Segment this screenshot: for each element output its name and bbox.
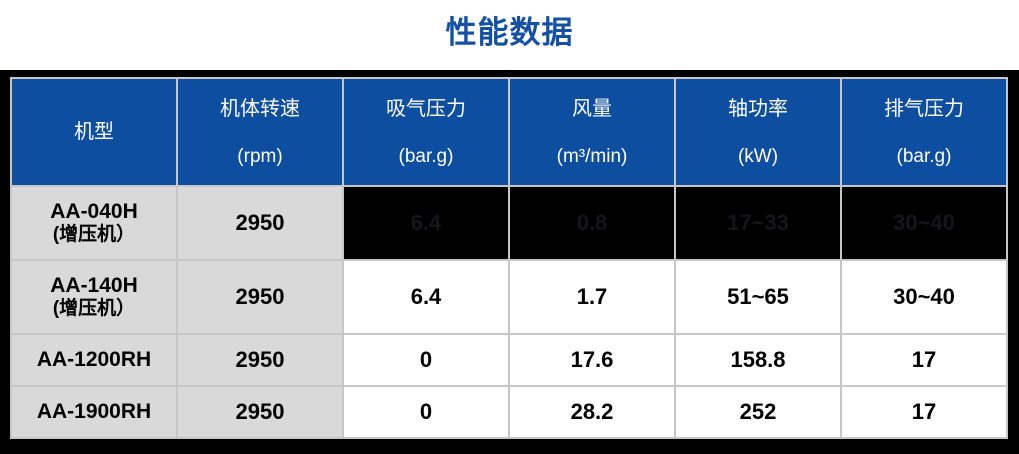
column-unit: (rpm) xyxy=(237,145,283,167)
value-cell-3-3: 17 xyxy=(840,385,1008,439)
table-row-1: AA-140H (增压机） 2950 6.4 1.7 51~65 30~40 xyxy=(10,259,1008,335)
column-label: 机体转速 xyxy=(220,97,300,120)
table-header-row: 机型 机体转速 (rpm) 吸气压力 (bar.g) 风量 (m³/min) 轴功率 (kW) 排… xyxy=(10,77,1008,187)
value-cell-2-2: 158.8 xyxy=(674,333,842,387)
value-cell-2-3: 17 xyxy=(840,333,1008,387)
value-cell-0-0: 6.4 xyxy=(342,185,510,261)
value-cell-1-3: 30~40 xyxy=(840,259,1008,335)
value-cell-2-0: 0 xyxy=(342,333,510,387)
model-name: AA-140H xyxy=(50,274,138,297)
value-cell-0-1: 0.8 xyxy=(508,185,676,261)
value-cell-3-0: 0 xyxy=(342,385,510,439)
column-header-1: 机体转速 (rpm) xyxy=(176,77,344,187)
model-cell: AA-1200RH xyxy=(10,333,178,387)
table-row-3: AA-1900RH 2950 0 28.2 252 17 xyxy=(10,385,1008,439)
performance-table: 机型 机体转速 (rpm) 吸气压力 (bar.g) 风量 (m³/min) 轴功率 (kW) 排… xyxy=(10,77,1008,439)
speed-cell: 2950 xyxy=(176,385,344,439)
value-cell-3-1: 28.2 xyxy=(508,385,676,439)
column-unit: (m³/min) xyxy=(556,145,628,167)
column-header-5: 排气压力 (bar.g) xyxy=(840,77,1008,187)
model-cell: AA-140H (增压机） xyxy=(10,259,178,335)
model-name: AA-040H xyxy=(50,200,138,223)
page-title: 性能数据 xyxy=(445,15,574,50)
column-header-4: 轴功率 (kW) xyxy=(674,77,842,187)
speed-cell: 2950 xyxy=(176,259,344,335)
column-header-3: 风量 (m³/min) xyxy=(508,77,676,187)
value-cell-1-1: 1.7 xyxy=(508,259,676,335)
model-note: (增压机） xyxy=(52,224,136,246)
column-label: 机型 xyxy=(74,121,114,143)
column-label: 轴功率 xyxy=(728,97,788,120)
value-cell-3-2: 252 xyxy=(674,385,842,439)
table-header: 机型 机体转速 (rpm) 吸气压力 (bar.g) 风量 (m³/min) 轴功率 (kW) 排… xyxy=(10,77,1008,187)
column-label: 吸气压力 xyxy=(386,97,466,120)
column-header-0: 机型 xyxy=(10,77,178,187)
table-body: AA-040H (增压机） 2950 6.4 0.8 17~33 30~40 AA-140H(… xyxy=(10,185,1008,439)
value-cell-0-3: 30~40 xyxy=(840,185,1008,261)
model-note: (增压机） xyxy=(52,298,136,320)
column-header-2: 吸气压力 (bar.g) xyxy=(342,77,510,187)
value-cell-2-1: 17.6 xyxy=(508,333,676,387)
column-unit: (kW) xyxy=(737,145,779,167)
column-unit: (bar.g) xyxy=(398,145,454,167)
column-unit: (bar.g) xyxy=(896,145,952,167)
model-name: AA-1900RH xyxy=(36,399,152,423)
speed-cell: 2950 xyxy=(176,333,344,387)
value-cell-1-0: 6.4 xyxy=(342,259,510,335)
column-label: 风量 xyxy=(572,97,612,120)
table-row-0: AA-040H (增压机） 2950 6.4 0.8 17~33 30~40 xyxy=(10,185,1008,261)
speed-cell: 2950 xyxy=(176,185,344,261)
column-label: 排气压力 xyxy=(884,97,964,120)
model-cell: AA-1900RH xyxy=(10,385,178,439)
value-cell-1-2: 51~65 xyxy=(674,259,842,335)
model-cell: AA-040H (增压机） xyxy=(10,185,178,261)
value-cell-0-2: 17~33 xyxy=(674,185,842,261)
table-row-2: AA-1200RH 2950 0 17.6 158.8 17 xyxy=(10,333,1008,387)
model-name: AA-1200RH xyxy=(36,347,152,371)
